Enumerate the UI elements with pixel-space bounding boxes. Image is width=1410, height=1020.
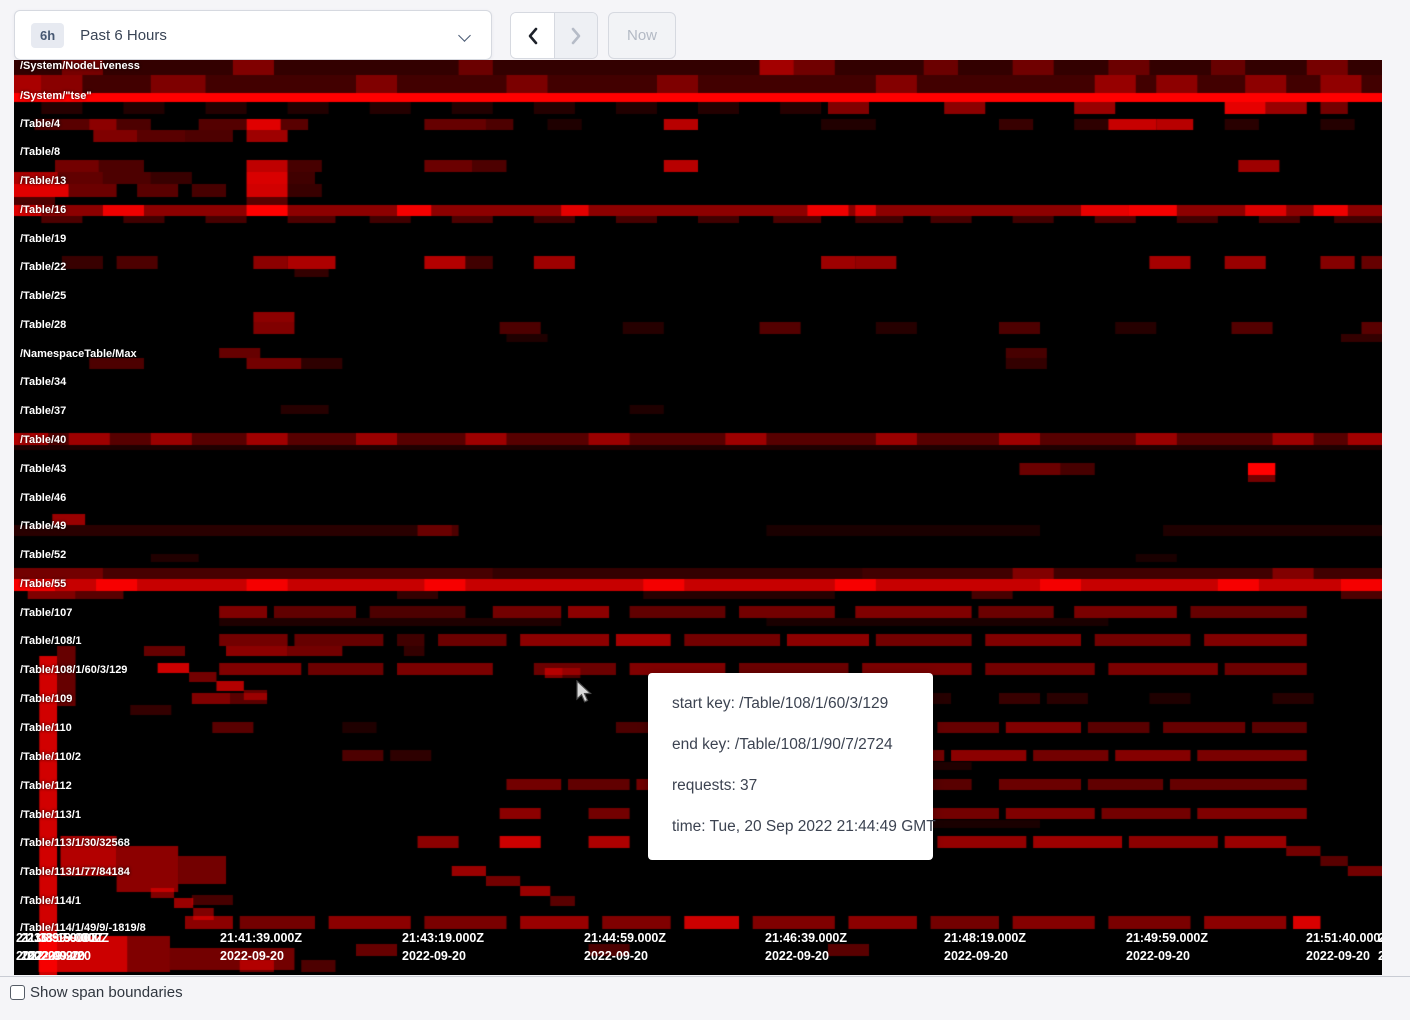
time-window-select[interactable]: 6h Past 6 Hours (14, 10, 492, 60)
time-scale-badge: 6h (31, 22, 65, 48)
show-span-boundaries-row[interactable]: Show span boundaries (10, 984, 183, 1001)
now-button[interactable]: Now (608, 12, 676, 59)
tooltip-time: time: Tue, 20 Sep 2022 21:44:49 GMT (672, 818, 936, 835)
show-span-boundaries-label: Show span boundaries (30, 984, 183, 1001)
tooltip-requests: requests: 37 (672, 777, 758, 794)
chevron-right-icon (571, 27, 581, 44)
time-window-label: Past 6 Hours (80, 26, 167, 44)
chevron-left-icon (528, 27, 537, 44)
key-visualizer-canvas[interactable]: /System/NodeLiveness/System/"tse"/Table/… (14, 60, 1382, 975)
tooltip-start-key: start key: /Table/108/1/60/3/129 (672, 695, 889, 712)
divider (0, 976, 1410, 977)
chevron-down-icon (458, 29, 471, 42)
tooltip-end-key: end key: /Table/108/1/90/7/2724 (672, 736, 893, 753)
show-span-boundaries-checkbox[interactable] (10, 985, 25, 1000)
prev-window-button[interactable] (511, 13, 554, 58)
window-nav-group (510, 12, 598, 59)
next-window-button[interactable] (554, 13, 597, 58)
toolbar: 6h Past 6 Hours Now (0, 0, 1410, 60)
hover-tooltip: start key: /Table/108/1/60/3/129 end key… (648, 673, 936, 860)
